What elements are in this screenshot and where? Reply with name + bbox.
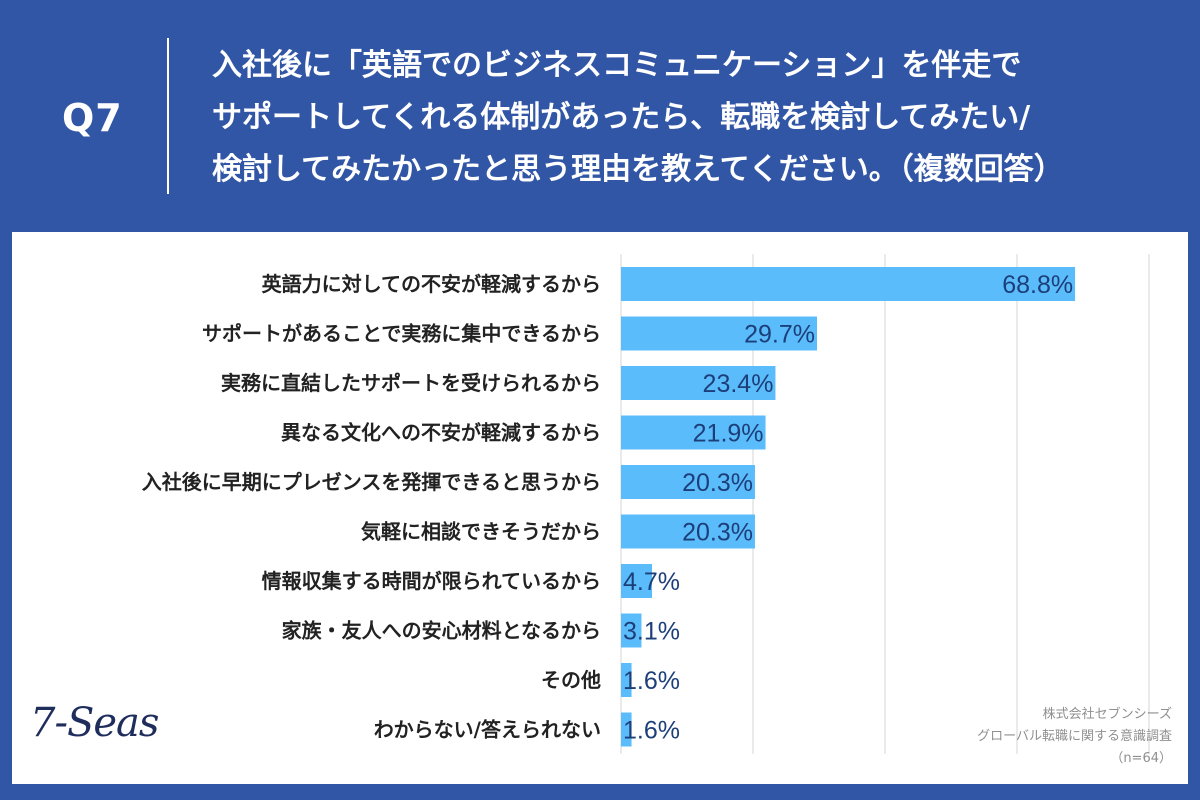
bar <box>621 613 642 648</box>
source-survey: グローバル転職に関する意識調査 <box>977 729 1172 744</box>
value-label: 1.6% <box>623 717 680 745</box>
category-label: 気軽に相談できそうだから <box>361 520 601 544</box>
bar-chart: 英語力に対しての不安が軽減するから 68.8% サポートがあることで実務に集中できる… <box>142 254 1150 754</box>
bar <box>621 514 755 549</box>
bar <box>621 316 818 351</box>
source-note: 株式会社セブンシーズ グローバル転職に関する意識調査 （n=64） <box>977 704 1172 770</box>
bar <box>621 712 632 747</box>
bar <box>621 465 755 499</box>
value-label: 29.7% <box>744 321 815 349</box>
source-sample: （n=64） <box>1110 751 1172 766</box>
header-divider <box>167 38 169 194</box>
value-label: 1.6% <box>623 667 680 695</box>
value-label: 20.3% <box>682 469 753 497</box>
bar <box>621 415 766 450</box>
category-label: 英語力に対しての不安が軽減するから <box>262 272 601 296</box>
brand-logo: 7-Seas <box>30 700 159 746</box>
category-label: 異なる文化への不安が軽減するから <box>281 421 601 445</box>
bar <box>621 663 632 697</box>
header: Q7 入社後に「英語でのビジネスコミュニケーション」を伴走で サポートしてくれる… <box>0 0 1200 232</box>
category-label: 情報収集する時間が限られているから <box>262 569 601 593</box>
value-label: 23.4% <box>703 370 774 398</box>
value-label: 20.3% <box>682 519 753 547</box>
category-label: その他 <box>541 668 601 692</box>
category-label: サポートがあることで実務に集中できるから <box>202 322 601 346</box>
category-label: 入社後に早期にプレゼンスを発揮できると思うから <box>142 470 601 494</box>
chart-panel: 英語力に対しての不安が軽減するから 68.8% サポートがあることで実務に集中できる… <box>12 232 1188 784</box>
category-label: 家族・友人への安心材料となるから <box>282 619 601 643</box>
bar <box>621 366 776 400</box>
category-label: わからない/答えられない <box>374 718 601 742</box>
value-label: 4.7% <box>623 568 680 596</box>
bar <box>621 267 1076 301</box>
source-company: 株式会社セブンシーズ <box>1042 707 1172 722</box>
category-label: 実務に直結したサポートを受けられるから <box>221 371 601 395</box>
question-line-3: 検討してみたかったと思う理由を教えてください。（複数回答） <box>212 152 1064 187</box>
value-label: 21.9% <box>693 420 764 448</box>
question-number: Q7 <box>62 96 123 140</box>
value-label: 68.8% <box>1002 271 1073 299</box>
value-label: 3.1% <box>623 618 680 646</box>
question-line-2: サポートしてくれる体制があったら、転職を検討してみたい/ <box>212 100 1031 135</box>
question-line-1: 入社後に「英語でのビジネスコミュニケーション」を伴走で <box>212 48 1022 83</box>
bar <box>621 564 653 598</box>
question-text: 入社後に「英語でのビジネスコミュニケーション」を伴走で サポートしてくれる体制が… <box>212 40 1172 196</box>
